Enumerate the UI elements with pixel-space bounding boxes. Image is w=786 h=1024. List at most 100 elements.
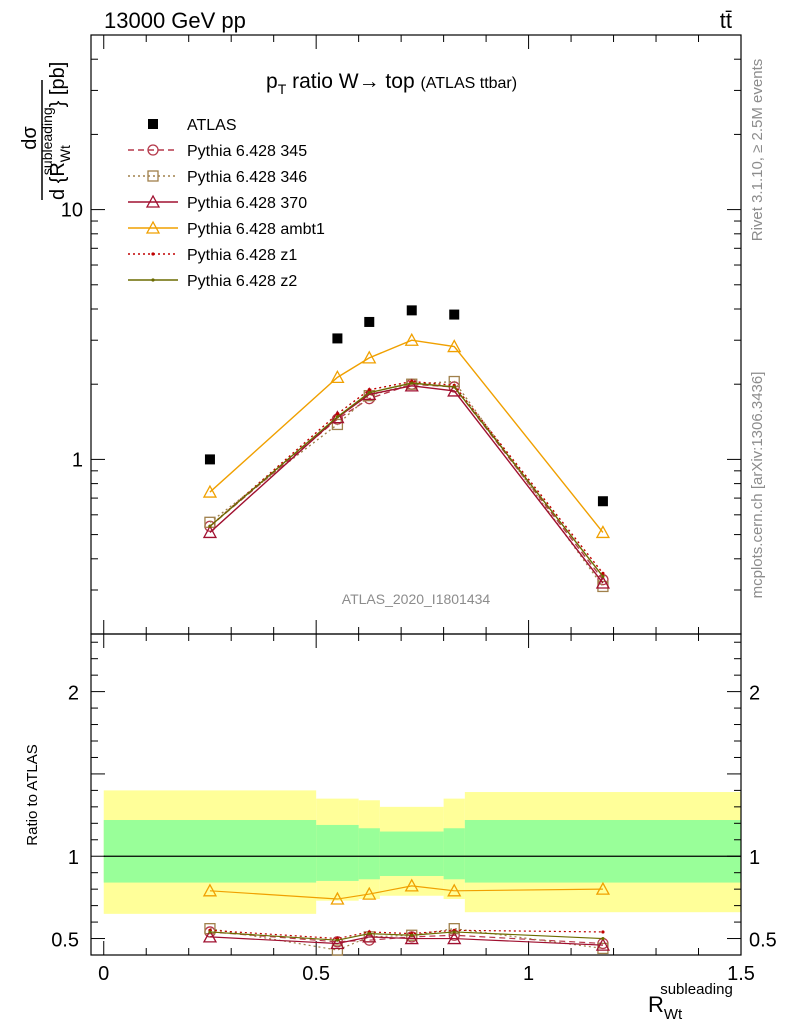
main-series [202,378,611,589]
legend-marker [148,119,158,129]
legend-label: Pythia 6.428 370 [187,195,307,212]
ratio-y-tick-label: 1 [68,847,79,869]
main-data-point [335,412,340,416]
ratio-series-line [209,931,603,941]
legend-label: Pythia 6.428 z2 [187,273,297,290]
legend-marker [151,252,155,256]
main-data-point [404,332,419,346]
ratio-y-tick-label: 2 [68,683,79,705]
legend-marker [147,170,159,182]
x-tick-label: 1 [523,963,534,985]
main-data-point [595,575,611,589]
ratio-data-point [202,883,218,897]
ratio-data-point [202,929,218,943]
legend: ATLAS Pythia 6.428 345 Pythia 6.428 346 Pyt… [128,117,325,290]
main-data-point [406,305,417,316]
legend-entry: Pythia 6.428 345 [128,143,307,160]
main-y-tick-label: 1 [72,449,83,471]
ratio-data-point [404,878,419,892]
uncertainty-band-inner [443,828,465,880]
legend-entry: Pythia 6.428 z1 [128,247,297,264]
main-series-line [209,385,604,584]
ratio-data-point [404,931,419,945]
main-data-point [404,378,419,392]
ratio-data-point [452,930,456,934]
ratio-data-point [595,881,611,895]
ratio-data-point [362,886,377,900]
main-y-tick-label: 10 [61,200,83,222]
x-tick-label: 0.5 [302,963,330,985]
ratio-series [202,878,611,905]
main-data-point [597,496,608,507]
analysis-watermark: ATLAS_2020_I1801434 [342,591,491,607]
ratio-data-point [601,930,605,934]
main-data-point [330,370,345,384]
ratio-data-point [204,923,216,935]
main-data-point [332,333,343,344]
ratio-data-point [367,932,371,936]
legend-label: Pythia 6.428 z1 [187,247,297,264]
main-series [202,332,611,539]
ratio-data-point [330,891,345,905]
ratio-series-line [209,931,603,945]
ratio-frame [90,633,742,956]
main-data-point [449,309,460,320]
main-data-point [362,350,377,364]
ratio-y-tick-label-right: 1 [749,847,760,869]
main-data-point [208,524,212,528]
ratio-data-point [595,937,611,951]
ratio-series-line [209,936,603,946]
ratio-data-point [410,933,414,937]
ratio-y-tick-label-right: 2 [749,683,760,705]
main-data-point [364,316,375,327]
legend-marker [145,194,161,208]
main-data-point [204,454,215,465]
ratio-data-point [362,929,377,943]
x-tick-label: 1.5 [727,963,755,985]
main-series-line [209,383,604,581]
main-data-point [362,387,377,401]
main-data-point [202,484,218,498]
side-label-top: Rivet 3.1.10, ≥ 2.5M events [749,59,766,242]
legend-marker [145,220,161,234]
uncertainty-band-inner [316,824,359,881]
main-series-line [209,380,604,574]
header-left: 13000 GeV pp [104,8,246,33]
main-data-point [452,385,456,389]
ratio-data-point [447,883,462,897]
main-series [204,375,609,593]
legend-entry: Pythia 6.428 ambt1 [128,220,325,238]
ratio-panel: 0.5 0.5 1 1 2 2 0 0.5 1 1.5 [51,633,777,985]
legend-label: Pythia 6.428 345 [187,143,307,160]
main-data-point [601,571,605,575]
x-axis-label: RWtsubleading [648,981,733,1023]
main-series [208,381,605,579]
main-data-point [601,574,605,579]
main-data-point [447,339,462,353]
main-panel: 1 10 [61,34,742,635]
ratio-series-line [209,929,603,940]
plot-title: pT ratio W→ top (ATLAS ttbar) [266,70,517,97]
legend-label: Pythia 6.428 ambt1 [187,221,325,238]
uncertainty-band-inner [464,820,741,883]
ratio-series [202,929,611,951]
main-data-point [410,381,414,385]
uncertainty-band-inner [358,828,380,880]
legend-entry: ATLAS [148,117,237,134]
ratio-data-point [330,936,345,950]
ratio-y-tick-label-right: 0.5 [749,930,777,952]
ratio-series-line [209,885,603,900]
main-series-line [209,382,604,577]
legend-entry: Pythia 6.428 370 [128,194,307,212]
main-series-line [209,380,604,587]
ratio-data-point [447,931,462,945]
main-data-point [202,525,218,539]
ratio-data-point [601,936,605,941]
legend-marker [147,144,159,156]
main-data-point [367,391,371,395]
y-label-denominator: d {RWtsubleading} [pb] [39,62,73,200]
ratio-data-point [208,930,212,934]
uncertainty-band-inner [103,820,317,883]
main-data-point [335,415,340,419]
legend-label: ATLAS [187,117,237,134]
